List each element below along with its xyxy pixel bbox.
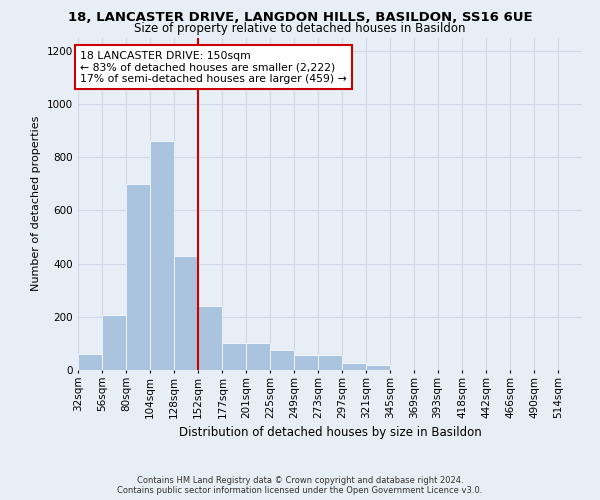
Text: 18 LANCASTER DRIVE: 150sqm
← 83% of detached houses are smaller (2,222)
17% of s: 18 LANCASTER DRIVE: 150sqm ← 83% of deta… <box>80 51 347 84</box>
X-axis label: Distribution of detached houses by size in Basildon: Distribution of detached houses by size … <box>179 426 481 439</box>
Text: 18, LANCASTER DRIVE, LANGDON HILLS, BASILDON, SS16 6UE: 18, LANCASTER DRIVE, LANGDON HILLS, BASI… <box>68 11 532 24</box>
Text: Size of property relative to detached houses in Basildon: Size of property relative to detached ho… <box>134 22 466 35</box>
Bar <box>318 356 342 370</box>
Bar <box>197 306 223 370</box>
Bar <box>366 364 390 370</box>
Bar <box>247 342 270 370</box>
Bar <box>150 141 173 370</box>
Bar <box>173 256 197 370</box>
Bar <box>126 184 150 370</box>
Bar <box>223 342 247 370</box>
Text: Contains HM Land Registry data © Crown copyright and database right 2024.
Contai: Contains HM Land Registry data © Crown c… <box>118 476 482 495</box>
Bar <box>342 362 366 370</box>
Bar <box>270 350 294 370</box>
Bar <box>78 354 102 370</box>
Y-axis label: Number of detached properties: Number of detached properties <box>31 116 41 292</box>
Bar <box>294 356 318 370</box>
Bar <box>102 315 126 370</box>
